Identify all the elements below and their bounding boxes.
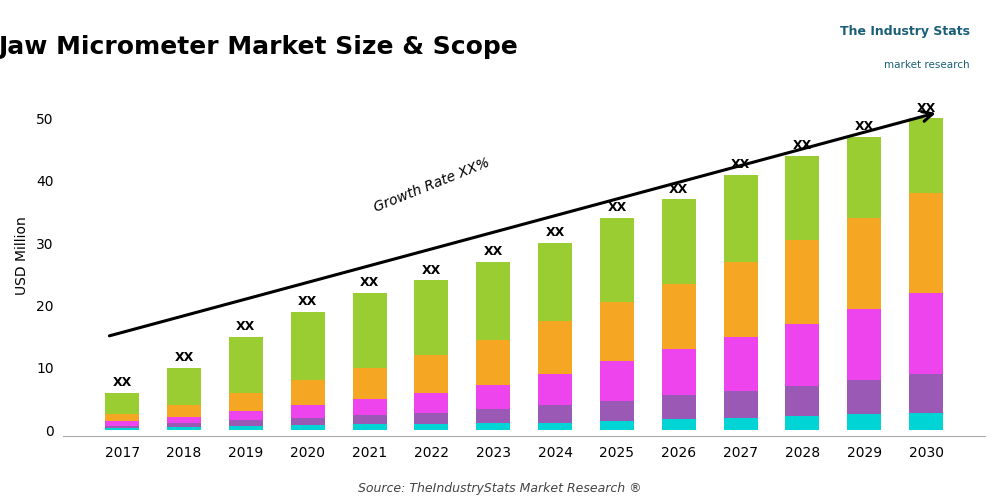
Text: XX: XX [298,295,317,308]
Bar [167,427,201,430]
Bar [476,262,510,340]
Text: Growth Rate XX%: Growth Rate XX% [371,156,491,215]
Bar [785,324,819,386]
Bar [105,426,139,428]
Bar [724,262,758,336]
Text: Source: TheIndustryStats Market Research ®: Source: TheIndustryStats Market Research… [358,482,642,495]
Bar [724,174,758,262]
Text: XX: XX [731,158,750,171]
Text: XX: XX [236,320,255,333]
Text: market research: market research [884,60,970,70]
Bar [785,240,819,324]
Bar [353,293,387,368]
Text: XX: XX [360,276,379,289]
Bar [414,280,448,355]
Bar [724,392,758,417]
Bar [909,293,943,374]
Bar [167,417,201,423]
Bar [291,405,325,417]
Bar [105,428,139,430]
Bar [600,218,634,302]
Bar [167,423,201,427]
Bar [291,312,325,380]
Bar [724,336,758,392]
Bar [600,362,634,401]
Text: XX: XX [607,202,627,214]
Bar [229,392,263,410]
Bar [538,243,572,321]
Bar [414,412,448,424]
Bar [600,302,634,362]
Bar [662,395,696,419]
Bar [353,399,387,415]
Bar [229,336,263,392]
Bar [785,416,819,430]
Bar [847,414,881,430]
Bar [414,356,448,393]
Bar [538,321,572,374]
Bar [291,425,325,430]
Text: XX: XX [484,245,503,258]
Text: XX: XX [113,376,132,389]
Text: XX: XX [422,264,441,276]
Text: XX: XX [793,139,812,152]
Bar [167,368,201,405]
Text: XX: XX [669,182,688,196]
Bar [847,137,881,218]
Bar [105,392,139,414]
Bar [105,414,139,422]
Bar [167,405,201,417]
Bar [785,156,819,240]
Bar [291,380,325,405]
Text: The Industry Stats: The Industry Stats [840,25,970,38]
Text: XX: XX [174,351,194,364]
Bar [724,418,758,430]
Bar [538,422,572,430]
Bar [909,118,943,193]
Bar [414,392,448,412]
Bar [105,422,139,426]
Bar [662,419,696,430]
Bar [476,410,510,423]
Bar [229,410,263,420]
Bar [476,384,510,409]
Text: Jaw Micrometer Market Size & Scope: Jaw Micrometer Market Size & Scope [0,35,519,59]
Bar [847,380,881,414]
Bar [662,284,696,349]
Bar [909,412,943,430]
Bar [229,426,263,430]
Bar [785,386,819,416]
Bar [600,420,634,430]
Bar [538,374,572,405]
Bar [353,424,387,430]
Bar [662,349,696,395]
Bar [229,420,263,426]
Bar [909,374,943,412]
Text: XX: XX [855,120,874,134]
Bar [291,418,325,425]
Text: XX: XX [545,226,565,239]
Bar [476,340,510,384]
Bar [600,401,634,420]
Text: XX: XX [916,102,936,114]
Y-axis label: USD Million: USD Million [15,216,29,295]
Bar [847,308,881,380]
Bar [909,193,943,293]
Bar [847,218,881,308]
Bar [353,368,387,399]
Bar [414,424,448,430]
Bar [662,200,696,283]
Bar [476,423,510,430]
Bar [538,405,572,422]
Bar [353,415,387,424]
